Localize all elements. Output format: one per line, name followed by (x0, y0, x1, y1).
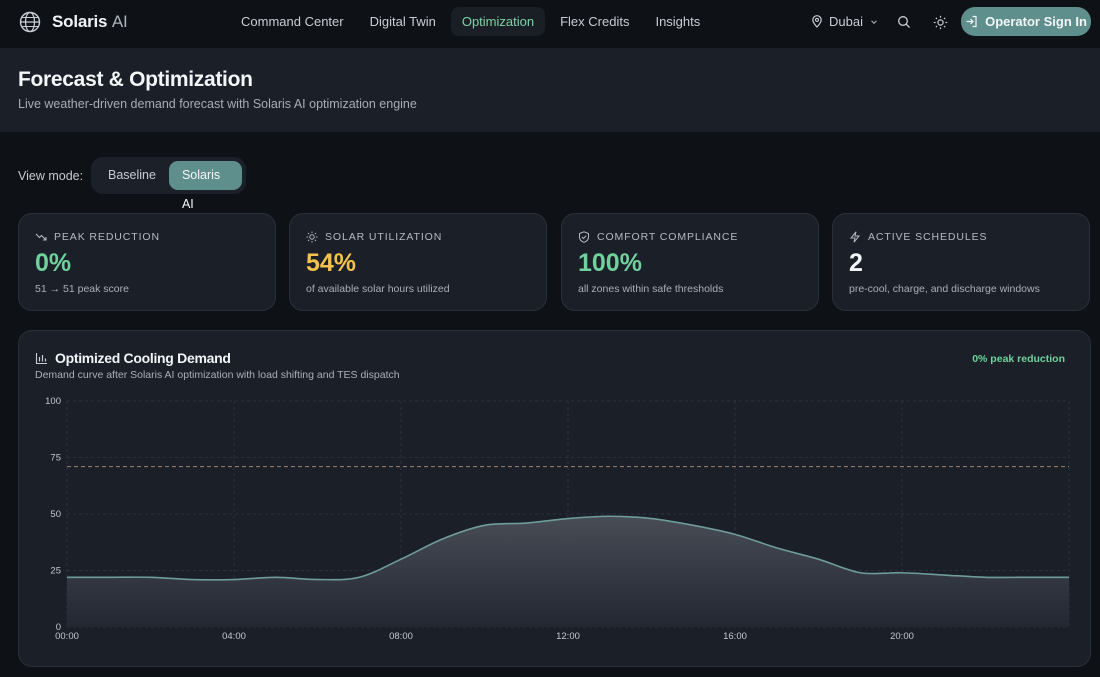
x-tick-label: 00:00 (55, 631, 79, 642)
globe-logo-icon (19, 11, 41, 33)
demand-area (67, 516, 1069, 627)
chart-title: Optimized Cooling Demand (55, 350, 231, 366)
card-label: PEAK REDUCTION (54, 231, 160, 243)
nav-command-center[interactable]: Command Center (241, 14, 344, 29)
x-tick-label: 08:00 (389, 631, 413, 642)
location-selector[interactable]: Dubai (811, 14, 879, 29)
sign-in-label: Operator Sign In (985, 14, 1087, 29)
view-mode-toggle: Baseline Solaris AI (91, 157, 246, 211)
sun-icon (933, 15, 947, 29)
kpi-card-peak-reduction: PEAK REDUCTION 0% 51 → 51 peak score (18, 213, 276, 311)
theme-toggle-button[interactable] (928, 10, 952, 34)
card-value: 0% (35, 249, 72, 277)
search-button[interactable] (892, 10, 916, 34)
page-subtitle: Live weather-driven demand forecast with… (18, 97, 417, 111)
demand-chart: 0 25 50 75 100 00:00 04:00 08:00 12:00 16:00 20:00 (45, 396, 1070, 642)
page-title: Forecast & Optimization (18, 68, 253, 91)
card-label: SOLAR UTILIZATION (325, 231, 443, 243)
view-mode-solaris-ai[interactable]: Solaris AI (168, 161, 242, 211)
card-description: all zones within safe thresholds (578, 283, 724, 295)
x-tick-label: 12:00 (556, 631, 580, 642)
peak-reduction-badge: 0% peak reduction (972, 353, 1065, 365)
y-tick-label: 0 (56, 622, 61, 633)
bar-chart-icon (35, 352, 47, 364)
nav-optimization[interactable]: Optimization (450, 7, 546, 36)
trending-down-icon (35, 233, 47, 241)
page-header: Forecast & Optimization Live weather-dri… (0, 48, 1100, 132)
x-tick-label: 20:00 (890, 631, 914, 642)
y-tick-label: 50 (50, 509, 61, 520)
card-description: 51 → 51 peak score (35, 283, 129, 295)
x-tick-label: 16:00 (723, 631, 747, 642)
sign-in-icon (966, 15, 977, 28)
kpi-card-active-schedules: ACTIVE SCHEDULES 2 pre-cool, charge, and… (832, 213, 1090, 311)
card-value: 100% (578, 249, 642, 277)
sun-icon (306, 231, 318, 243)
card-value: 2 (849, 249, 863, 277)
chart-subtitle: Demand curve after Solaris AI optimizati… (35, 369, 400, 381)
nav-digital-twin[interactable]: Digital Twin (369, 14, 436, 29)
nav-flex-credits[interactable]: Flex Credits (560, 14, 630, 29)
chevron-down-icon (871, 19, 877, 24)
location-label: Dubai (829, 14, 863, 29)
card-label: COMFORT COMPLIANCE (597, 231, 739, 243)
view-mode-label: View mode: (18, 169, 84, 183)
nav-links: Command Center Digital Twin Optimization… (230, 7, 711, 36)
search-icon (898, 16, 910, 28)
card-description: of available solar hours utilized (306, 283, 450, 295)
map-pin-icon (812, 15, 822, 28)
shield-check-icon (579, 231, 589, 243)
brand-name: Solaris AI (52, 12, 128, 31)
chart-panel: 0 25 50 75 100 00:00 04:00 08:00 12:00 16:00 20:00… (18, 330, 1091, 667)
y-tick-label: 75 (50, 453, 61, 464)
demand-line (67, 515, 1069, 581)
y-tick-label: 25 (50, 566, 61, 577)
kpi-card-solar-utilization: SOLAR UTILIZATION 54% of available solar… (289, 213, 547, 311)
brand[interactable]: Solaris AI (18, 10, 128, 34)
card-value: 54% (306, 249, 357, 277)
lightning-icon (849, 231, 861, 243)
top-nav: Solaris AI Command Center Digital Twin O… (0, 0, 1100, 44)
card-label: ACTIVE SCHEDULES (868, 231, 988, 243)
operator-sign-in-button[interactable]: Operator Sign In (961, 7, 1091, 36)
view-mode-baseline[interactable]: Baseline (108, 168, 156, 182)
y-tick-label: 100 (45, 396, 61, 407)
x-tick-label: 04:00 (222, 631, 246, 642)
card-description: pre-cool, charge, and discharge windows (849, 283, 1040, 295)
nav-insights[interactable]: Insights (655, 14, 701, 29)
kpi-card-comfort-compliance: COMFORT COMPLIANCE 100% all zones within… (561, 213, 819, 311)
